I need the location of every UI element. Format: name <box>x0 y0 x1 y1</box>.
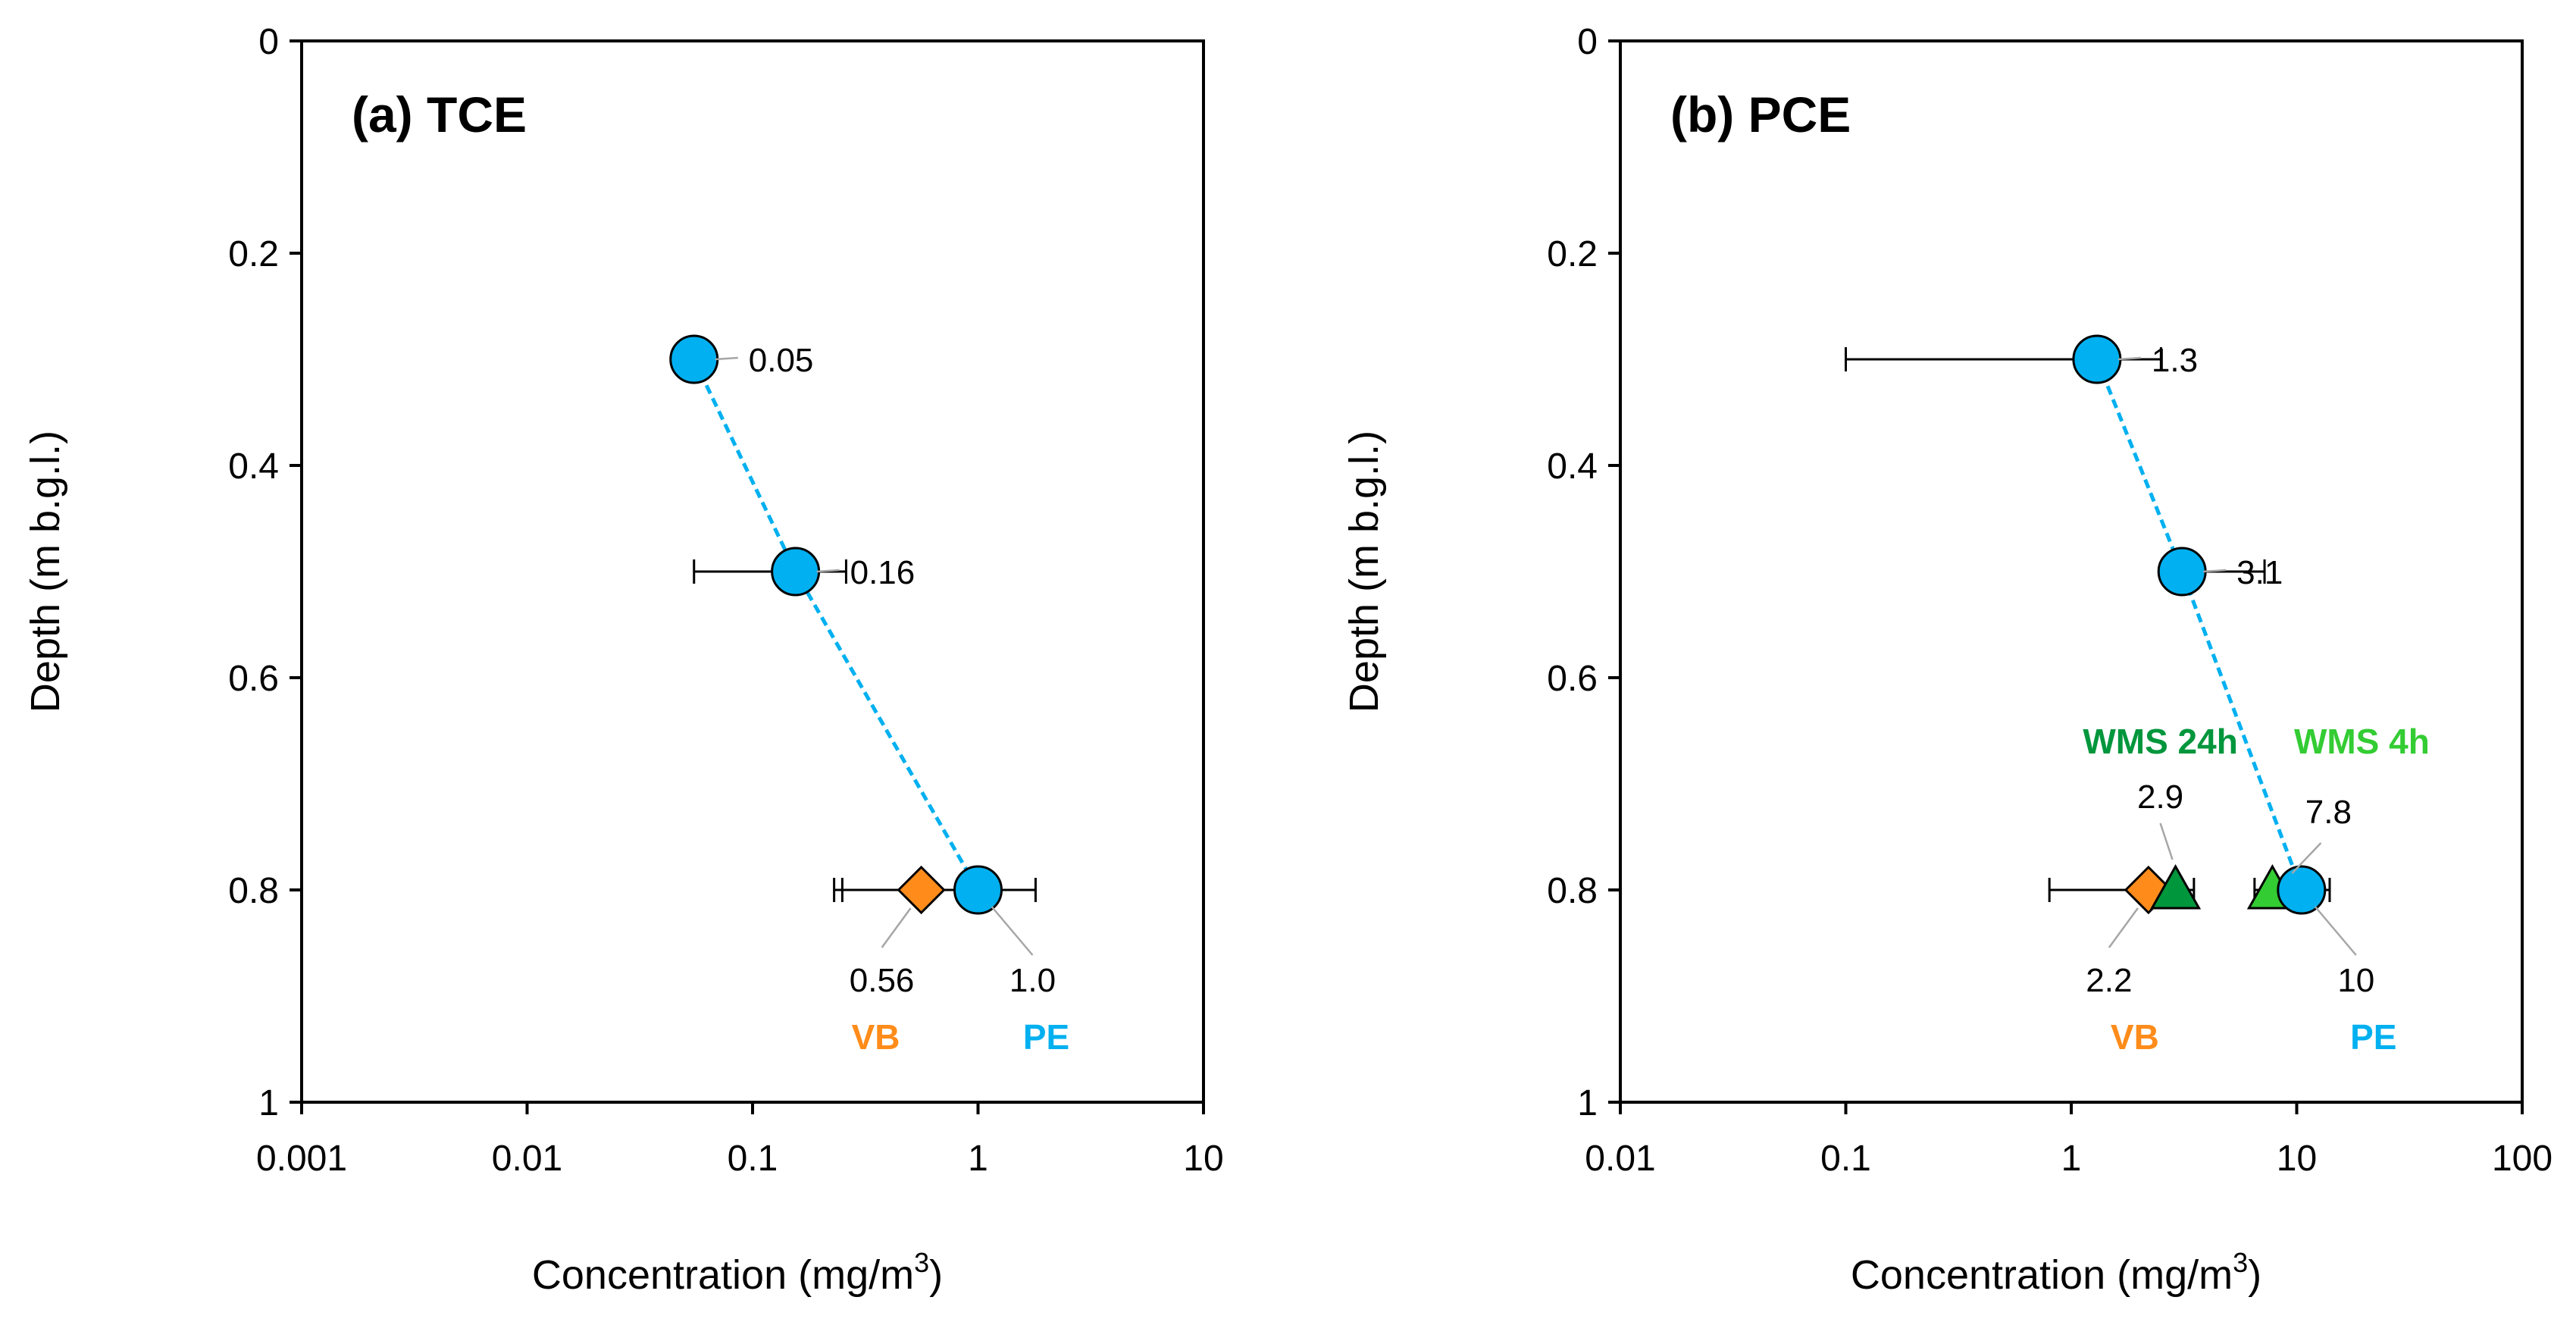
y-tick-label: 0.2 <box>1547 234 1598 274</box>
pe-point <box>2277 865 2327 915</box>
x-tick-label: 1 <box>968 1139 988 1179</box>
y-tick-label: 1 <box>258 1083 279 1123</box>
x-tick-label: 0.01 <box>1585 1139 1655 1179</box>
data-label: 2.2 <box>2086 962 2132 999</box>
y-axis-label: Depth (m b.g.l.) <box>23 431 68 713</box>
wms-24h-point <box>2149 863 2202 910</box>
leader-line <box>2108 907 2139 948</box>
x-tick-label: 0.1 <box>728 1139 778 1179</box>
pe-point <box>2072 334 2122 384</box>
data-label: 2.9 <box>2137 779 2183 816</box>
y-tick-label: 0.4 <box>228 446 279 487</box>
leader-line <box>2159 822 2174 860</box>
leader-line <box>2291 842 2322 874</box>
y-tick-label: 0.4 <box>1547 446 1598 487</box>
pe-point <box>953 865 1003 915</box>
data-label: 10 <box>2337 962 2374 999</box>
pe-point <box>771 547 821 597</box>
x-tick-label: 10 <box>1183 1139 1223 1179</box>
x-axis-label-close: ) <box>2248 1252 2261 1298</box>
series-name-wms-4h: WMS 4h <box>2294 722 2430 761</box>
leader-line <box>816 569 840 573</box>
x-tick-label: 0.001 <box>256 1139 347 1179</box>
y-tick-label: 1 <box>1577 1083 1598 1123</box>
pe-point <box>2157 547 2207 597</box>
x-axis-label: Concentration (mg/m3) <box>532 1247 943 1298</box>
y-tick-label: 0.6 <box>1547 659 1598 699</box>
x-tick-label: 0.1 <box>1820 1139 1871 1179</box>
pe-point <box>669 334 719 384</box>
leader-line <box>2314 906 2357 956</box>
data-label: 0.05 <box>749 342 814 379</box>
x-tick-label: 1 <box>2061 1139 2082 1179</box>
y-axis-label: Depth (m b.g.l.) <box>1341 431 1387 713</box>
leader-line <box>2117 356 2141 361</box>
panel-title: (b) PCE <box>1670 86 1851 143</box>
y-tick-label: 0.8 <box>1547 871 1598 911</box>
vb-point <box>897 865 946 915</box>
panel-title: (a) TCE <box>352 86 527 143</box>
x-tick-label: 100 <box>2492 1139 2553 1179</box>
data-label: 7.8 <box>2305 794 2352 831</box>
leader-line <box>2203 569 2227 573</box>
x-tick-label: 0.01 <box>492 1139 562 1179</box>
leader-line <box>715 356 738 361</box>
y-tick-label: 0.6 <box>228 659 279 699</box>
series-name-vb: VB <box>852 1017 900 1057</box>
x-axis-label-sup: 3 <box>2233 1247 2248 1278</box>
y-tick-label: 0.8 <box>228 871 279 911</box>
x-tick-label: 10 <box>2277 1139 2317 1179</box>
data-label: 0.56 <box>850 962 915 999</box>
pe-connecting-line <box>692 358 980 891</box>
series-name-pe: PE <box>1023 1017 1069 1057</box>
y-tick-label: 0 <box>258 22 279 62</box>
panel-pce: 0 0.2 0.4 0.6 0.8 1 0.01 0.1 1 10 100 Concentration… <box>1341 22 2553 1298</box>
data-label: 3.1 <box>2236 554 2283 591</box>
plot-frame <box>1619 39 2524 1104</box>
x-axis-label-close: ) <box>929 1252 943 1298</box>
x-axis-label: Concentration (mg/m3) <box>1851 1247 2261 1298</box>
series-name-wms-24h: WMS 24h <box>2083 722 2237 761</box>
y-tick-label: 0.2 <box>228 234 279 274</box>
data-label: 1.3 <box>2152 342 2198 379</box>
data-label: 1.0 <box>1009 962 1056 999</box>
x-axis-label-sup: 3 <box>914 1247 929 1278</box>
x-axis-label-main: Concentration (mg/m <box>532 1252 914 1298</box>
pe-connecting-line <box>2095 359 2304 891</box>
leader-line <box>991 906 1034 956</box>
leader-line <box>881 907 912 948</box>
series-name-pe: PE <box>2350 1017 2396 1057</box>
y-tick-label: 0 <box>1577 22 1598 62</box>
data-label: 0.16 <box>850 554 916 591</box>
x-axis-label-main: Concentration (mg/m <box>1851 1252 2233 1298</box>
panel-tce: 0 0.2 0.4 0.6 0.8 1 0.001 0.01 0.1 1 10 Concentrati… <box>23 22 1224 1298</box>
series-name-vb: VB <box>2111 1017 2159 1057</box>
